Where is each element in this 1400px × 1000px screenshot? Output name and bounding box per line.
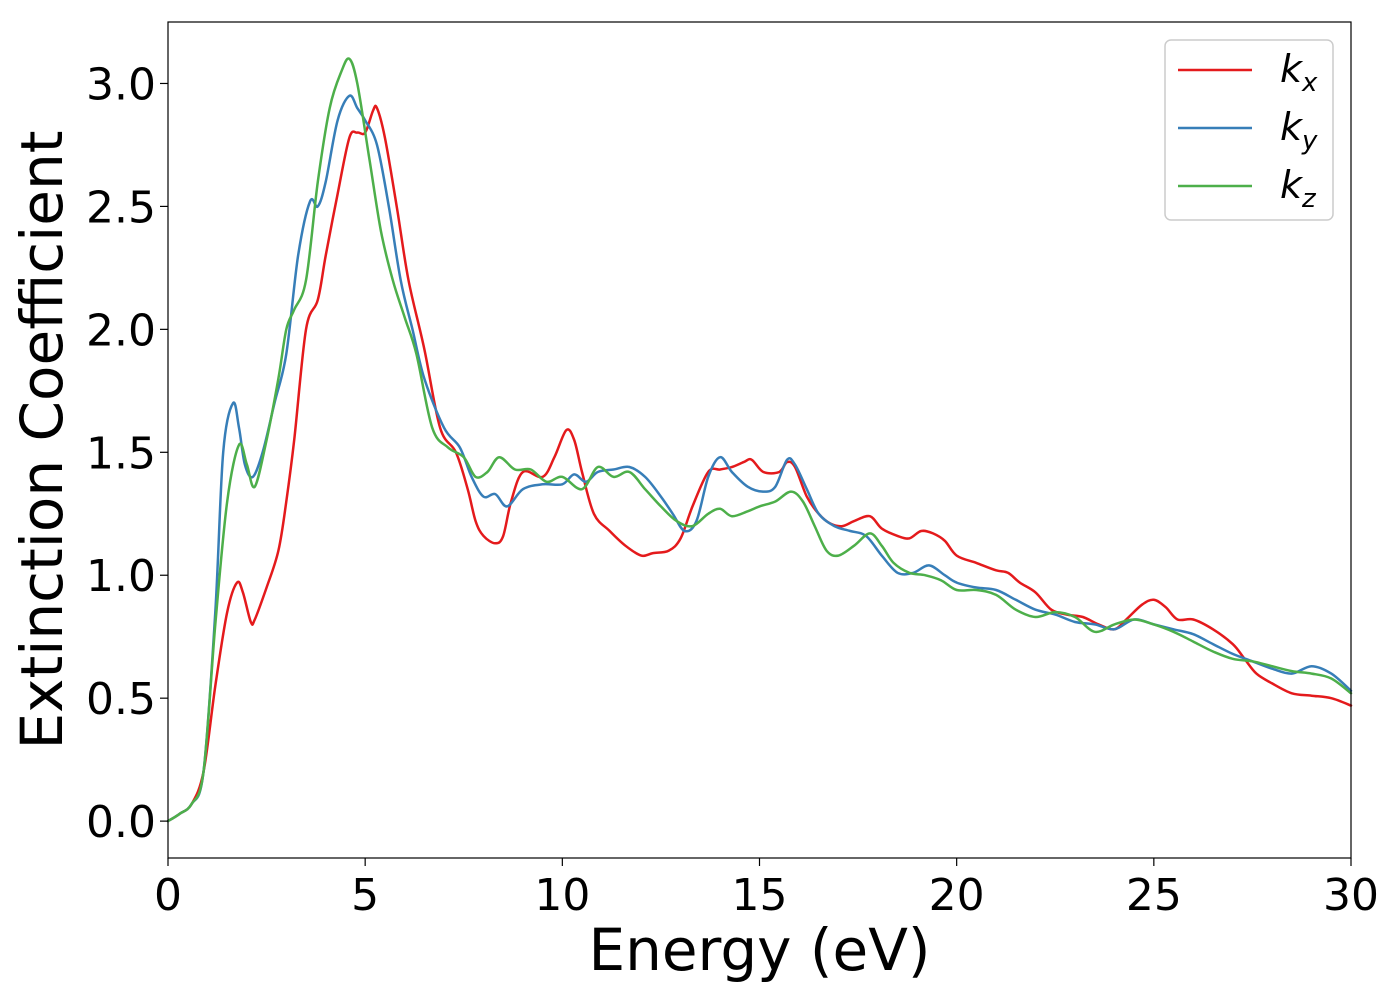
x-tick-label: 10 bbox=[534, 870, 590, 921]
y-tick-label: 0.5 bbox=[86, 674, 156, 725]
y-tick-label: 1.5 bbox=[86, 428, 156, 479]
y-axis-ticks: 0.0 0.5 1.0 1.5 2.0 2.5 3.0 bbox=[86, 59, 168, 848]
x-axis-ticks: 0 5 10 15 20 25 30 bbox=[154, 858, 1379, 921]
x-tick-label: 15 bbox=[732, 870, 788, 921]
series-group bbox=[166, 57, 1353, 823]
x-tick-label: 0 bbox=[154, 870, 182, 921]
series-line-kz bbox=[166, 57, 1353, 823]
x-tick-label: 25 bbox=[1126, 870, 1182, 921]
y-tick-label: 2.5 bbox=[86, 182, 156, 233]
y-axis-title: Extinction Coefficient bbox=[8, 131, 76, 750]
x-axis-title: Energy (eV) bbox=[588, 916, 930, 984]
y-tick-label: 3.0 bbox=[86, 59, 156, 110]
x-tick-label: 30 bbox=[1323, 870, 1379, 921]
y-tick-label: 1.0 bbox=[86, 551, 156, 602]
y-tick-label: 2.0 bbox=[86, 305, 156, 356]
x-tick-label: 5 bbox=[351, 870, 379, 921]
series-line-ky bbox=[166, 94, 1353, 823]
legend-frame bbox=[1164, 39, 1334, 221]
plot-area bbox=[168, 22, 1351, 858]
y-tick-label: 0.0 bbox=[86, 797, 156, 848]
x-tick-label: 20 bbox=[929, 870, 985, 921]
